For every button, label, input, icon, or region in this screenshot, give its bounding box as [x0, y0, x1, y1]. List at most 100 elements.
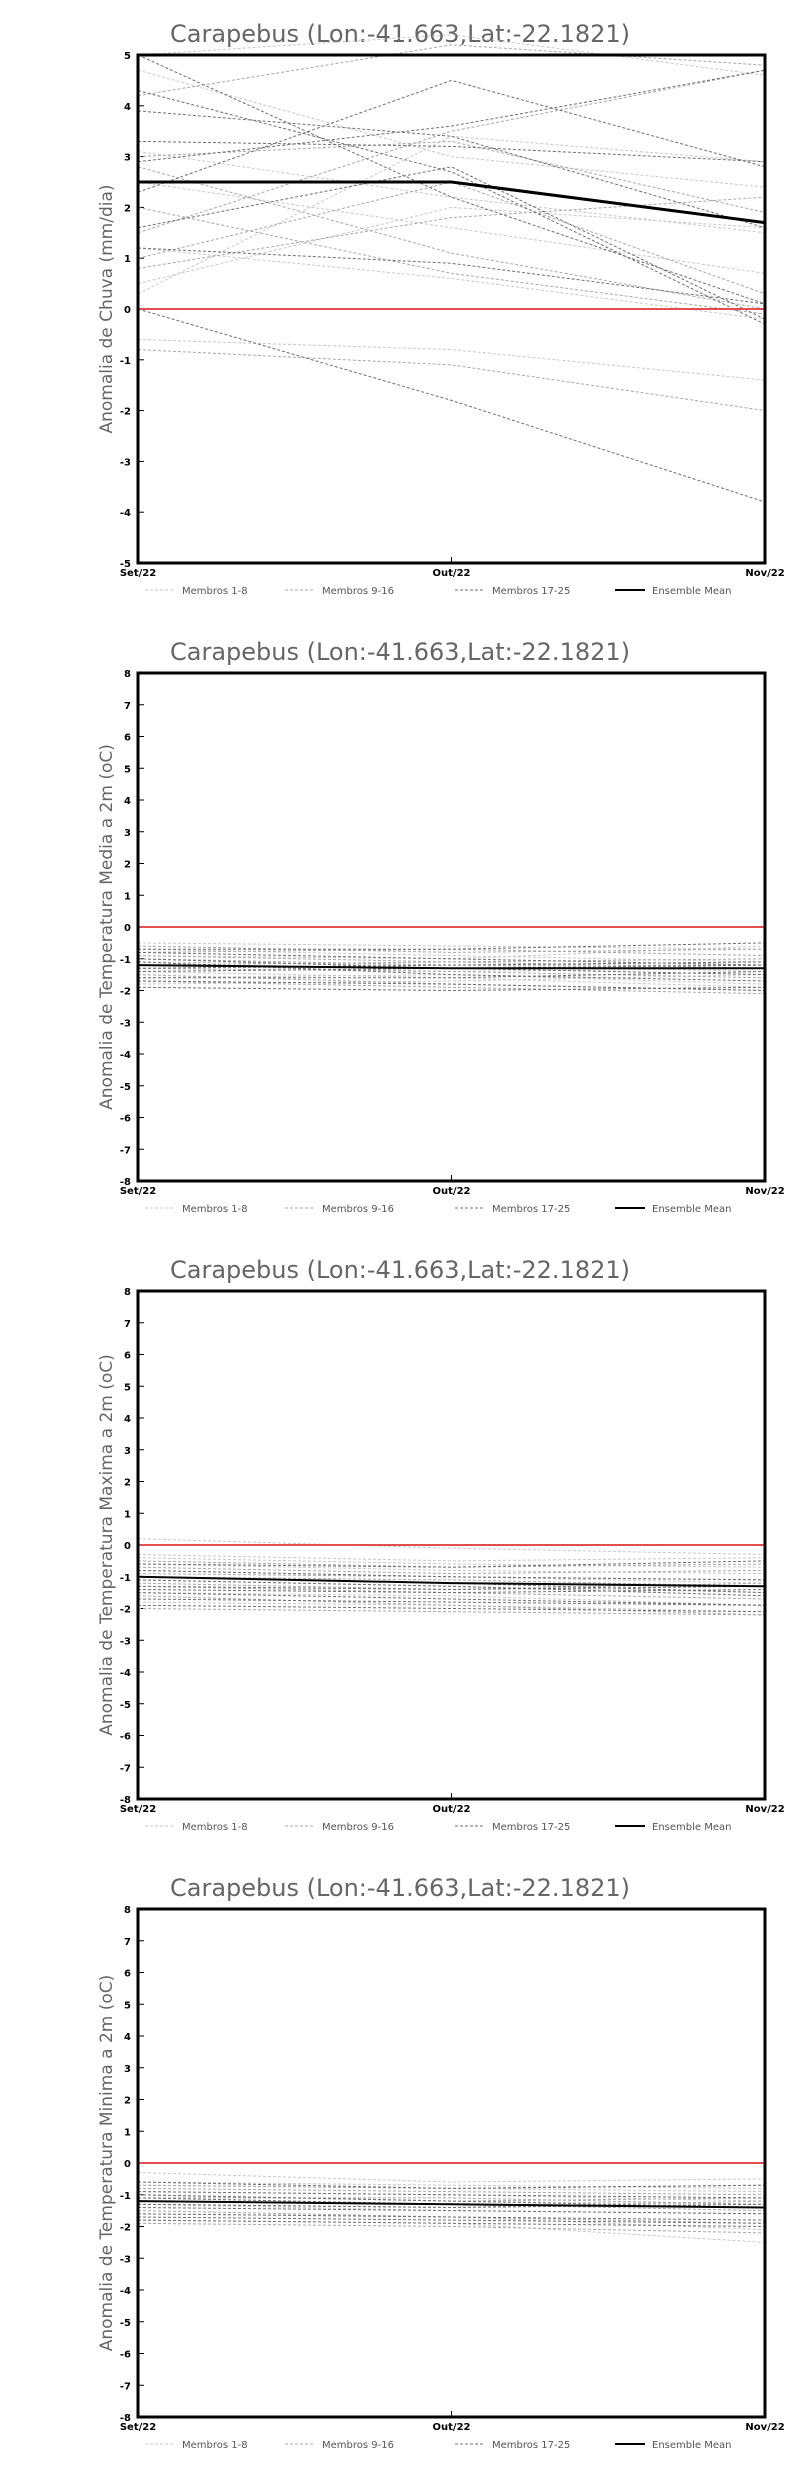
legend-label: Membros 1-8	[182, 2440, 248, 2451]
legend-label: Membros 1-8	[182, 1822, 248, 1833]
plot-frame	[136, 53, 767, 565]
y-tick-label: 2	[124, 860, 131, 871]
y-tick-label: 8	[124, 1905, 131, 1916]
plot-frame	[136, 671, 767, 1183]
y-tick-label: -8	[120, 1177, 131, 1188]
x-tick-label: Out/22	[433, 1804, 471, 1815]
y-tick-label: 7	[124, 701, 131, 712]
y-tick-label: -2	[120, 407, 131, 418]
y-axis-label: Anomalia de Temperatura Media a 2m (oC)	[97, 744, 117, 1110]
y-tick-label: 7	[124, 1937, 131, 1948]
legend-label: Ensemble Mean	[652, 1822, 731, 1833]
series-line-membros-9-16	[137, 349, 766, 412]
y-tick-label: 0	[124, 923, 131, 934]
series-line-membros-1-8	[137, 247, 766, 320]
chart-title: Carapebus (Lon:-41.663,Lat:-22.1821)	[170, 1256, 630, 1284]
series-line-membros-17-25	[137, 79, 766, 193]
y-tick-label: 1	[124, 891, 131, 902]
series-line-membros-17-25	[137, 2216, 766, 2224]
y-tick-label: 3	[124, 153, 131, 164]
series-line-membros-17-25	[137, 247, 766, 305]
chart-title: Carapebus (Lon:-41.663,Lat:-22.1821)	[170, 638, 630, 666]
legend-label: Membros 1-8	[182, 1204, 248, 1215]
series-line-membros-17-25	[137, 1569, 766, 1581]
legend-label: Membros 17-25	[492, 1822, 570, 1833]
y-tick-label: -1	[120, 356, 131, 367]
y-tick-label: 0	[124, 2159, 131, 2170]
series-line-membros-9-16	[137, 1576, 766, 1587]
chart-panel-mean-temperature: Carapebus (Lon:-41.663,Lat:-22.1821) Anom…	[0, 618, 800, 1236]
series-line-membros-17-25	[137, 2219, 766, 2227]
series-line-membros-9-16	[137, 948, 766, 957]
series-line-ensemble-mean	[137, 1575, 766, 1588]
series-line-membros-1-8	[137, 151, 766, 234]
series-line-membros-1-8	[137, 1569, 766, 1584]
y-tick-label: -1	[120, 1573, 131, 1584]
series-line-membros-1-8	[137, 2213, 766, 2231]
y-tick-label: -6	[120, 1114, 131, 1125]
x-tick-label: Set/22	[120, 2422, 156, 2433]
series-line-ensemble-mean	[137, 964, 765, 970]
chart-svg-min-temperature: Carapebus (Lon:-41.663,Lat:-22.1821) Anom…	[97, 1874, 785, 2451]
series-line-membros-1-8	[137, 1563, 766, 1575]
legend-label: Ensemble Mean	[652, 1204, 731, 1215]
series-line-membros-1-8	[137, 2219, 766, 2243]
series-line-membros-1-8	[137, 974, 766, 985]
series-line-membros-17-25	[137, 958, 766, 976]
y-tick-label: 4	[124, 102, 131, 113]
series-line-membros-1-8	[137, 181, 766, 274]
y-tick-label: 0	[124, 305, 131, 316]
series-line-ensemble-mean	[137, 2200, 766, 2209]
series-line-membros-17-25	[137, 1560, 766, 1568]
series-line-membros-9-16	[137, 140, 766, 213]
series-line-membros-9-16	[137, 1595, 766, 1616]
series-line-membros-17-25	[137, 1585, 766, 1591]
series-line-membros-1-8	[137, 1592, 766, 1606]
x-tick-label: Nov/22	[745, 1186, 784, 1197]
series-line-membros-17-25	[137, 1604, 766, 1613]
x-tick-label: Nov/22	[745, 568, 784, 579]
series-line-membros-1-8	[137, 2191, 766, 2202]
y-tick-label: -2	[120, 2223, 131, 2234]
legend-label: Ensemble Mean	[652, 586, 731, 597]
chart-panel-min-temperature: Carapebus (Lon:-41.663,Lat:-22.1821) Anom…	[0, 1854, 800, 2472]
legend-label: Membros 9-16	[322, 1204, 394, 1215]
y-tick-label: 5	[124, 764, 131, 775]
y-tick-label: -8	[120, 2413, 131, 2424]
legend-label: Membros 9-16	[322, 586, 394, 597]
series-line-membros-1-8	[137, 2184, 766, 2193]
legend-label: Membros 17-25	[492, 586, 570, 597]
x-tick-label: Out/22	[433, 568, 471, 579]
chart-svg-max-temperature: Carapebus (Lon:-41.663,Lat:-22.1821) Anom…	[97, 1256, 785, 1833]
series-line-membros-1-8	[137, 206, 766, 285]
y-tick-label: -3	[120, 1636, 131, 1647]
series-line-membros-17-25	[137, 140, 766, 163]
x-tick-label: Nov/22	[745, 1804, 784, 1815]
x-tick-label: Nov/22	[745, 2422, 784, 2433]
series-line-membros-1-8	[137, 1557, 766, 1568]
y-tick-label: 4	[124, 1414, 131, 1425]
series-line-membros-9-16	[137, 2200, 766, 2209]
y-tick-label: 8	[124, 669, 131, 680]
series-line-membros-1-8	[137, 2181, 766, 2189]
y-axis-label: Anomalia de Chuva (mm/dia)	[97, 184, 117, 433]
series-line-membros-1-8	[137, 974, 766, 985]
series-line-membros-17-25	[137, 1576, 766, 1594]
series-line-membros-1-8	[137, 69, 766, 188]
series-line-membros-9-16	[137, 1560, 766, 1568]
series-line-membros-17-25	[137, 2191, 766, 2199]
y-tick-label: -6	[120, 1732, 131, 1743]
y-tick-label: -1	[120, 955, 131, 966]
y-tick-label: -3	[120, 457, 131, 468]
y-tick-label: 8	[124, 1287, 131, 1298]
series-line-membros-9-16	[138, 2197, 766, 2205]
y-tick-label: 2	[124, 2096, 131, 2107]
y-tick-label: 5	[124, 51, 131, 62]
series-line-membros-9-16	[137, 181, 766, 295]
y-tick-label: -2	[120, 987, 131, 998]
x-tick-label: Set/22	[120, 1804, 156, 1815]
series-line-membros-17-25	[137, 964, 766, 972]
series-line-membros-17-25	[137, 1589, 766, 1594]
plot-frame	[136, 1289, 767, 1801]
